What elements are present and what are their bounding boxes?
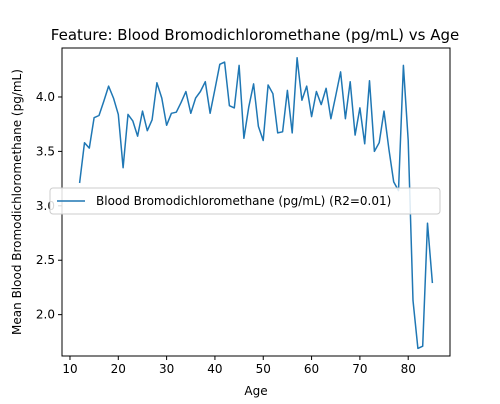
y-tick-label: 2.0 bbox=[36, 308, 55, 322]
legend: Blood Bromodichloromethane (pg/mL) (R2=0… bbox=[49, 187, 441, 215]
plot-area bbox=[78, 57, 434, 350]
y-tick-label: 4.0 bbox=[36, 90, 55, 104]
x-tick-label: 70 bbox=[352, 362, 367, 376]
x-tick-label: 50 bbox=[256, 362, 271, 376]
x-axis-label: Age bbox=[244, 384, 267, 398]
legend-box bbox=[49, 187, 441, 215]
legend-label: Blood Bromodichloromethane (pg/mL) (R2=0… bbox=[96, 194, 391, 208]
chart-title: Feature: Blood Bromodichloromethane (pg/… bbox=[51, 26, 459, 44]
x-tick-label: 40 bbox=[207, 362, 222, 376]
x-tick-label: 60 bbox=[304, 362, 319, 376]
x-axis: 10 20 30 40 50 60 70 80 bbox=[62, 356, 416, 376]
x-tick-label: 10 bbox=[62, 362, 77, 376]
y-tick-label: 2.5 bbox=[36, 253, 55, 267]
x-tick-label: 80 bbox=[401, 362, 416, 376]
y-axis-label: Mean Blood Bromodichloromethane (pg/mL) bbox=[10, 69, 24, 335]
y-tick-label: 3.5 bbox=[36, 144, 55, 158]
x-tick-label: 30 bbox=[159, 362, 174, 376]
series-line-0 bbox=[78, 57, 434, 350]
x-tick-label: 20 bbox=[111, 362, 126, 376]
